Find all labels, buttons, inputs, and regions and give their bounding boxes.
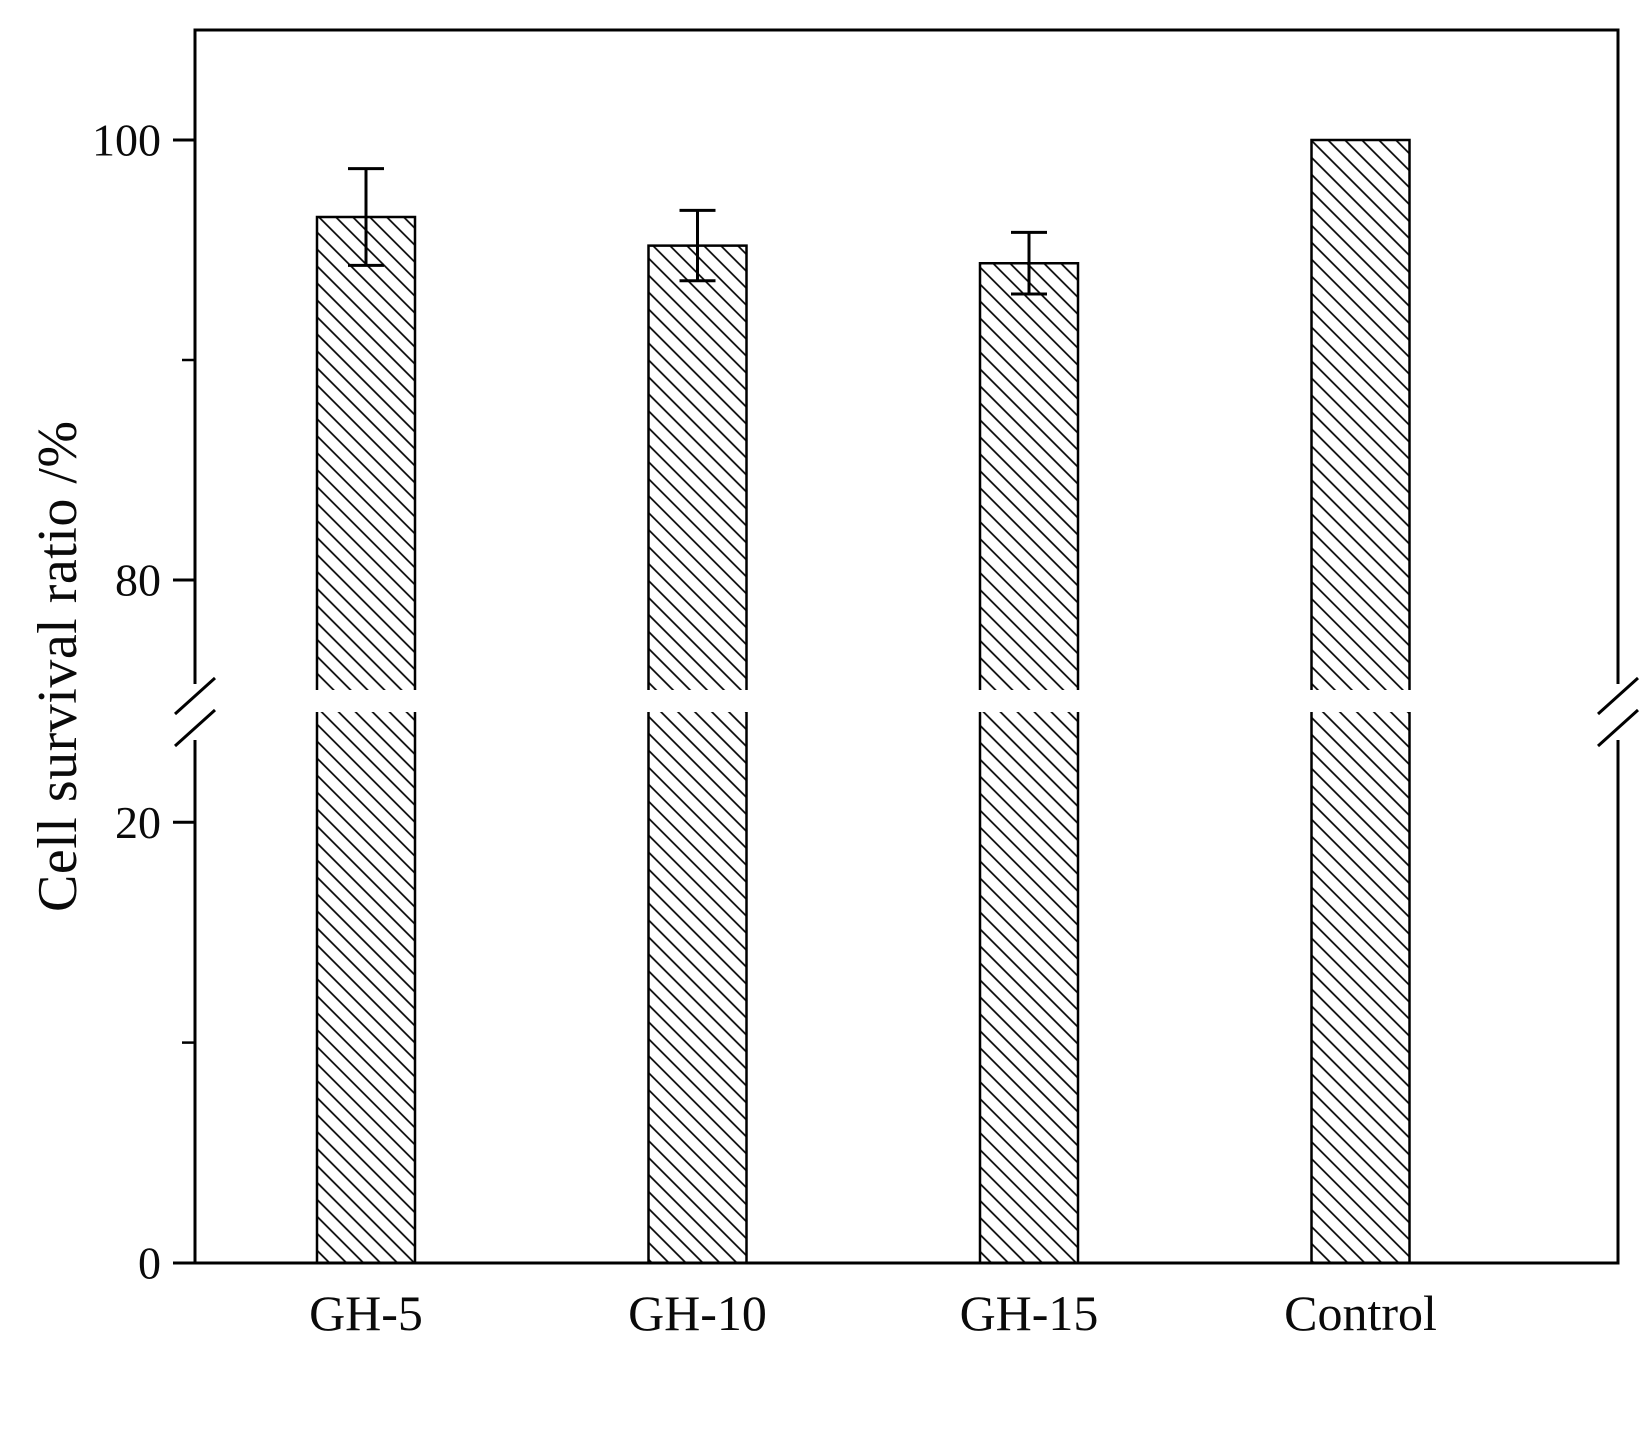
error-bar-GH-10 xyxy=(679,208,716,283)
bar-Control-lower xyxy=(1311,712,1410,1263)
y-tick-label-0: 0 xyxy=(138,1238,161,1289)
bar-Control-upper-outline xyxy=(1310,138,1411,690)
bar-GH-5-upper xyxy=(317,217,415,690)
axis-break-left xyxy=(173,676,217,748)
bar-GH-10-lower xyxy=(648,712,747,1263)
bar-GH-10-upper xyxy=(648,245,747,690)
x-label-GH-5: GH-5 xyxy=(309,1285,423,1341)
x-label-GH-10: GH-10 xyxy=(628,1285,767,1341)
x-label-GH-15: GH-15 xyxy=(960,1285,1099,1341)
y-tick-label-100: 100 xyxy=(92,115,161,166)
bar-GH-15-upper xyxy=(980,263,1078,690)
y-tick-label-20: 20 xyxy=(115,797,161,848)
error-bar-GH-5 xyxy=(348,167,384,267)
y-axis-title: Cell survival ratio /% xyxy=(27,420,89,912)
error-bar-GH-15 xyxy=(1011,230,1047,296)
bar-Control-upper xyxy=(1311,140,1410,690)
bar-GH-15-lower xyxy=(980,712,1078,1263)
plot-frame xyxy=(193,28,1620,1265)
axis-break-right xyxy=(1596,676,1640,748)
bar-GH-5-lower xyxy=(317,712,415,1263)
x-label-Control: Control xyxy=(1284,1285,1437,1341)
y-tick-label-80: 80 xyxy=(115,555,161,606)
